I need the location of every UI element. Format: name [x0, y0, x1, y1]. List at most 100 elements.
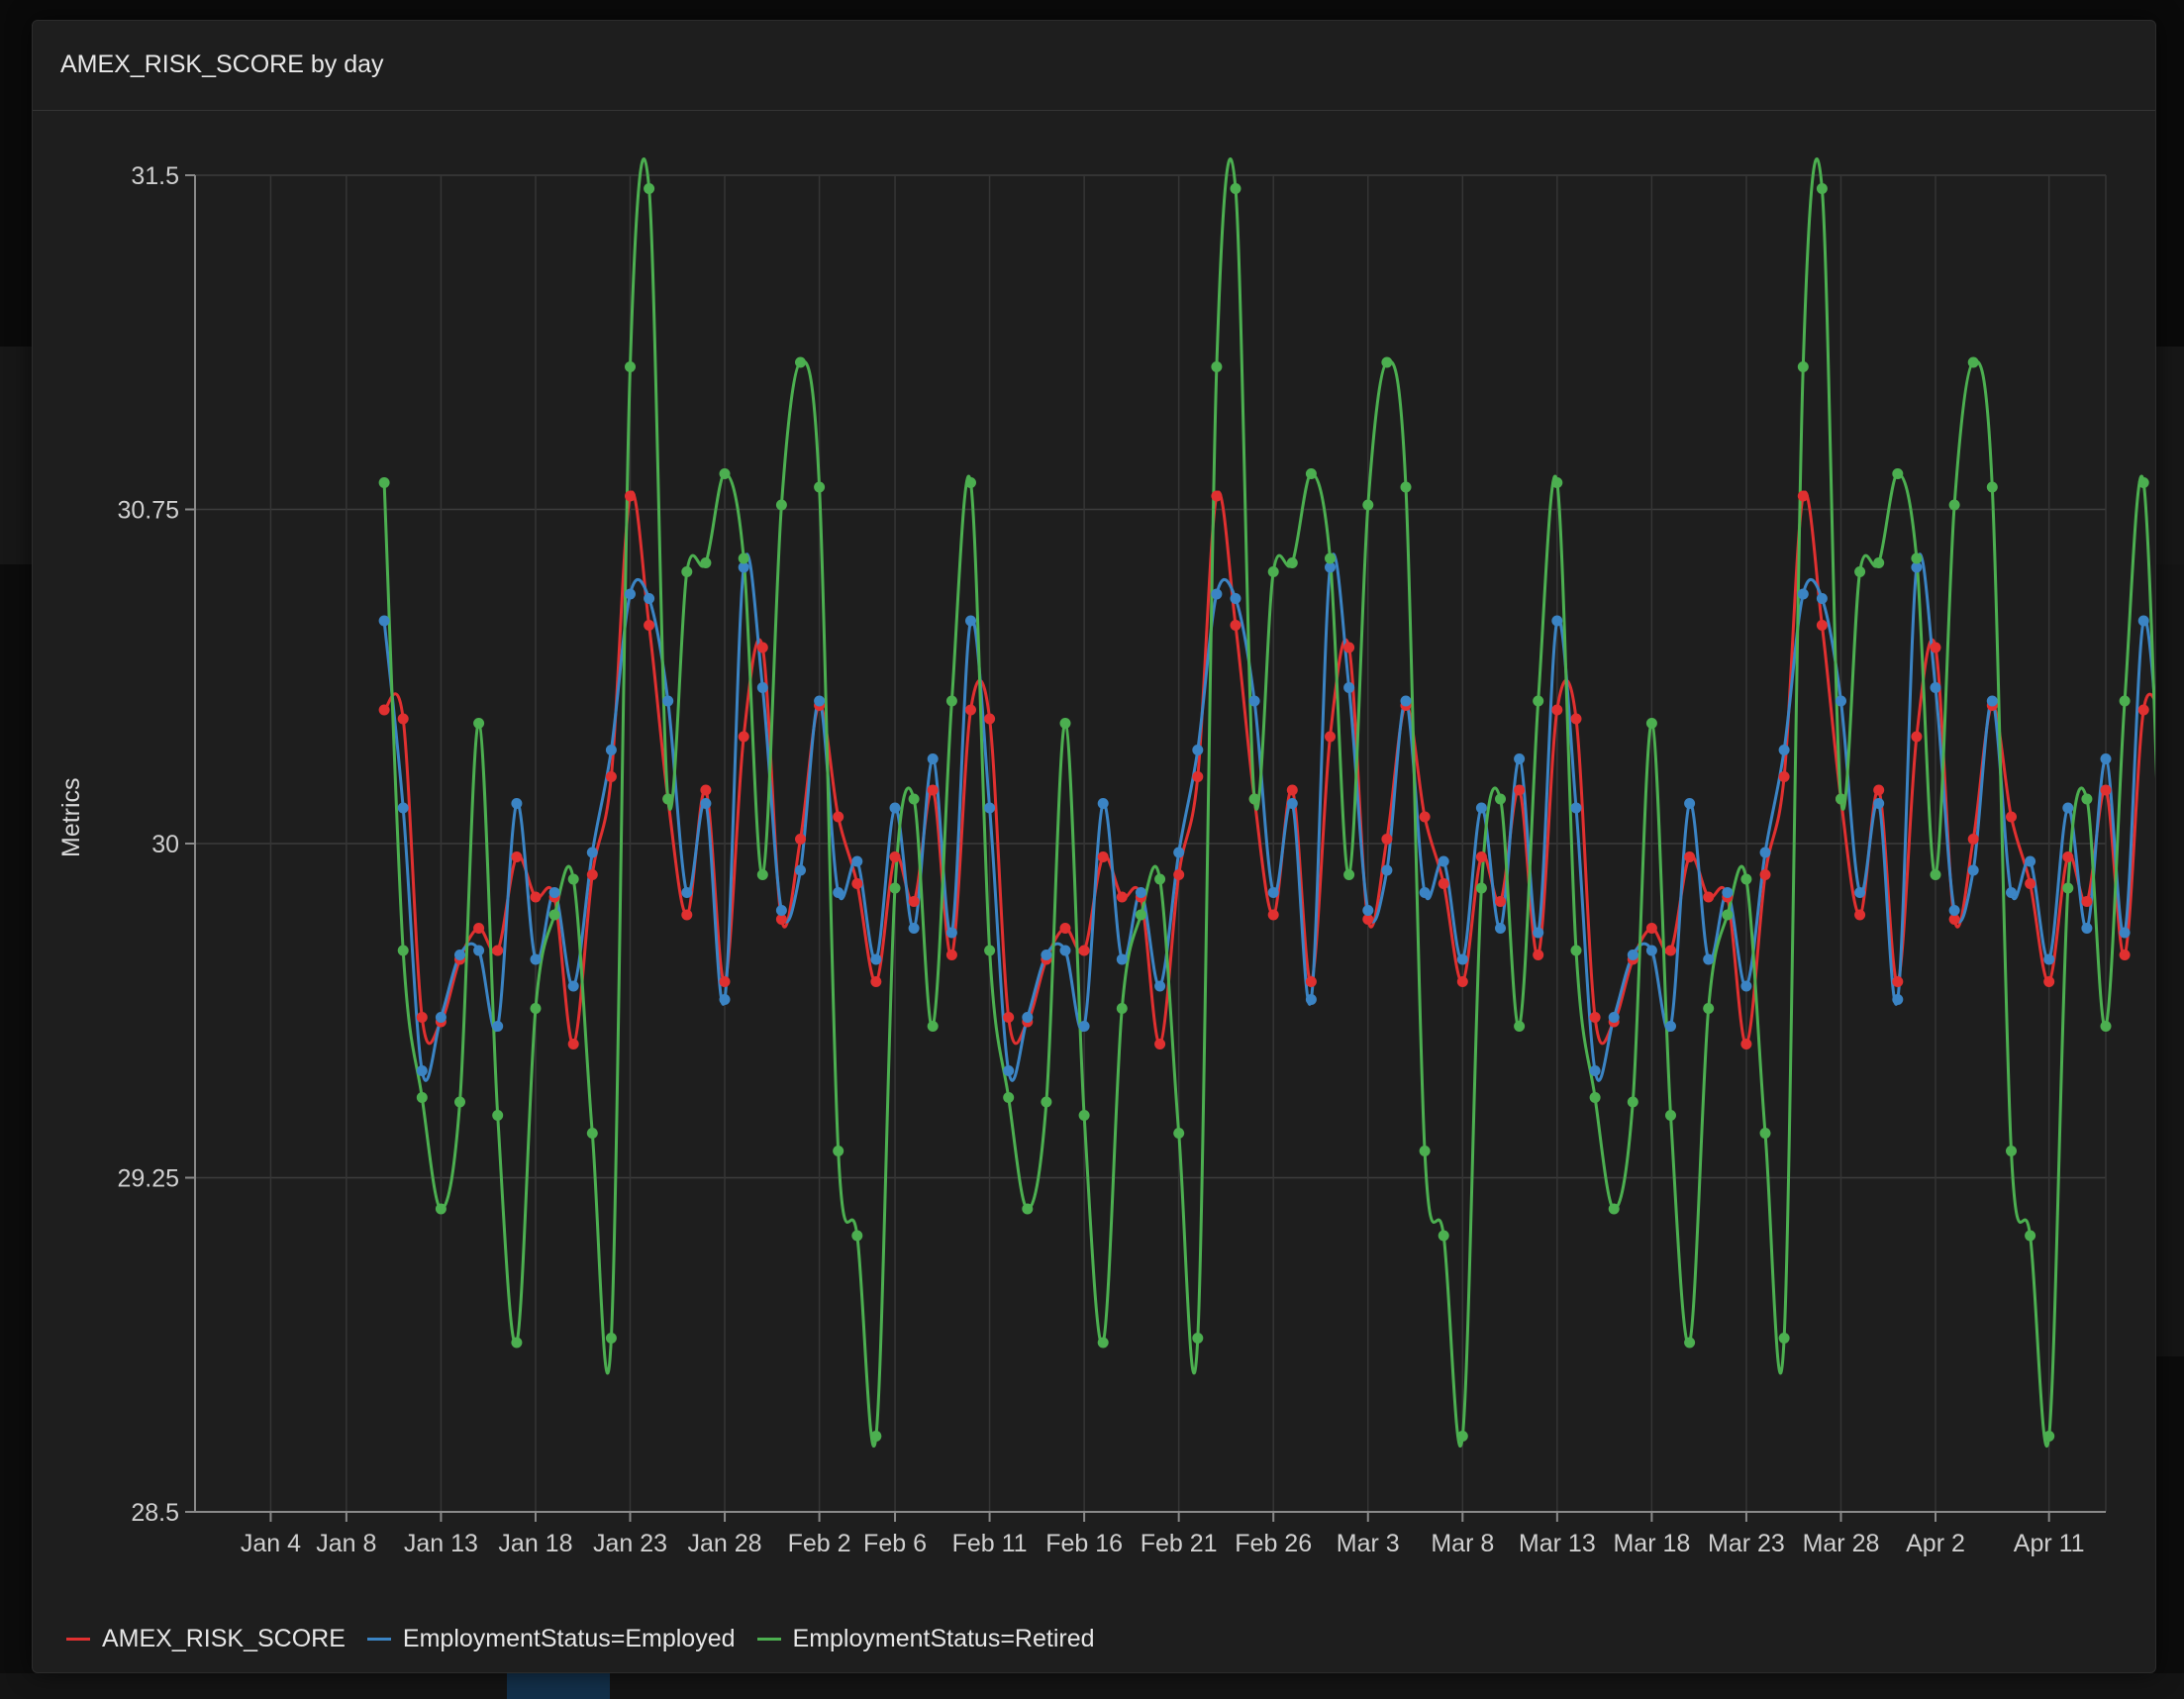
legend-swatch — [756, 1638, 781, 1641]
data-point — [548, 887, 560, 898]
legend-item[interactable]: EmploymentStatus=Retired — [756, 1625, 1095, 1653]
x-tick-label: Feb 11 — [952, 1530, 1028, 1557]
data-point — [1948, 914, 1960, 925]
data-point — [2081, 923, 2093, 934]
data-point — [1116, 1003, 1128, 1014]
data-point — [681, 887, 693, 898]
data-point — [1665, 945, 1676, 956]
data-point — [586, 869, 598, 880]
data-point — [2137, 615, 2149, 627]
x-tick-label: Mar 23 — [1708, 1530, 1785, 1557]
data-point — [1059, 923, 1071, 934]
data-point — [851, 1230, 863, 1242]
data-point — [1627, 1096, 1638, 1108]
data-point — [1645, 923, 1657, 934]
data-point — [1248, 793, 1260, 805]
series-line-3 — [382, 157, 2164, 1449]
data-point — [605, 771, 617, 782]
data-point — [1362, 914, 1374, 925]
data-point — [1930, 682, 1941, 693]
data-point — [814, 481, 826, 493]
data-point — [1533, 927, 1544, 939]
data-point — [1836, 793, 1846, 805]
data-point — [775, 914, 787, 925]
data-point — [681, 909, 693, 921]
data-point — [1816, 183, 1828, 194]
data-point — [1703, 891, 1715, 903]
data-point — [1438, 1230, 1449, 1242]
legend-label: AMEX_RISK_SCORE — [102, 1625, 346, 1652]
data-point — [625, 361, 636, 372]
x-tick-label: Jan 13 — [404, 1530, 478, 1557]
data-point — [908, 896, 920, 907]
data-point — [1967, 356, 1979, 368]
data-point — [795, 834, 806, 845]
grid-lines — [195, 174, 2107, 1513]
data-point — [586, 847, 598, 858]
data-point — [416, 1012, 428, 1023]
data-point — [1551, 615, 1563, 627]
data-point — [1078, 1021, 1090, 1032]
x-tick-label: Feb 16 — [1045, 1530, 1123, 1557]
data-point — [1722, 909, 1734, 921]
data-point — [1059, 718, 1071, 729]
data-point — [473, 923, 485, 934]
x-tick-label: Jan 28 — [688, 1530, 762, 1557]
data-point — [1759, 869, 1771, 880]
data-point — [2006, 887, 2017, 898]
data-point — [1003, 1065, 1015, 1076]
data-point — [1400, 695, 1412, 707]
data-point — [1419, 1146, 1431, 1156]
data-point — [851, 855, 863, 867]
data-point — [833, 1146, 844, 1156]
data-point — [454, 949, 465, 960]
legend-item[interactable]: EmploymentStatus=Employed — [366, 1625, 736, 1653]
data-point — [2006, 1146, 2017, 1156]
data-point — [1419, 887, 1431, 898]
data-point — [1456, 976, 1468, 987]
data-point — [1911, 731, 1923, 743]
data-point — [1570, 802, 1582, 814]
legend-item[interactable]: AMEX_RISK_SCORE — [66, 1625, 346, 1653]
y-axis-label: Metrics — [57, 777, 85, 857]
data-point — [775, 905, 787, 916]
data-point — [738, 561, 749, 573]
data-point — [756, 869, 768, 880]
chart-area[interactable]: Metrics 31.5 30.75 30 29.25 28.5 Jan 4 Jan 8 Ja… — [33, 110, 2168, 1605]
data-point — [1514, 1021, 1526, 1032]
data-point — [756, 682, 768, 693]
data-point — [1911, 561, 1923, 573]
data-point — [1041, 949, 1052, 960]
data-point — [1192, 745, 1204, 755]
data-point — [833, 887, 844, 898]
data-point — [1892, 468, 1904, 479]
data-point — [1759, 1128, 1771, 1139]
data-point — [870, 953, 882, 965]
data-point — [814, 695, 826, 707]
data-point — [1836, 695, 1846, 707]
data-point — [1343, 869, 1355, 880]
line-chart[interactable]: 31.5 30.75 30 29.25 28.5 Jan 4 Jan 8 Jan 13 Jan … — [33, 110, 2168, 1605]
data-point — [1305, 976, 1317, 987]
data-point — [908, 923, 920, 934]
data-point — [965, 615, 976, 627]
data-point — [1816, 593, 1828, 604]
data-point — [756, 642, 768, 653]
data-point — [1230, 593, 1241, 604]
data-point — [1211, 588, 1223, 600]
data-point — [473, 945, 485, 956]
data-point — [605, 745, 617, 755]
data-point — [1495, 896, 1506, 907]
data-point — [1892, 976, 1904, 987]
data-point — [378, 704, 390, 716]
series-points — [378, 183, 2168, 1442]
data-point — [397, 713, 409, 725]
data-point — [775, 499, 787, 511]
data-point — [1797, 588, 1809, 600]
data-point — [1986, 695, 1998, 707]
data-point — [1816, 620, 1828, 631]
data-point — [1419, 811, 1431, 823]
data-point — [1645, 945, 1657, 956]
data-point — [1589, 1065, 1601, 1076]
data-point — [662, 695, 674, 707]
